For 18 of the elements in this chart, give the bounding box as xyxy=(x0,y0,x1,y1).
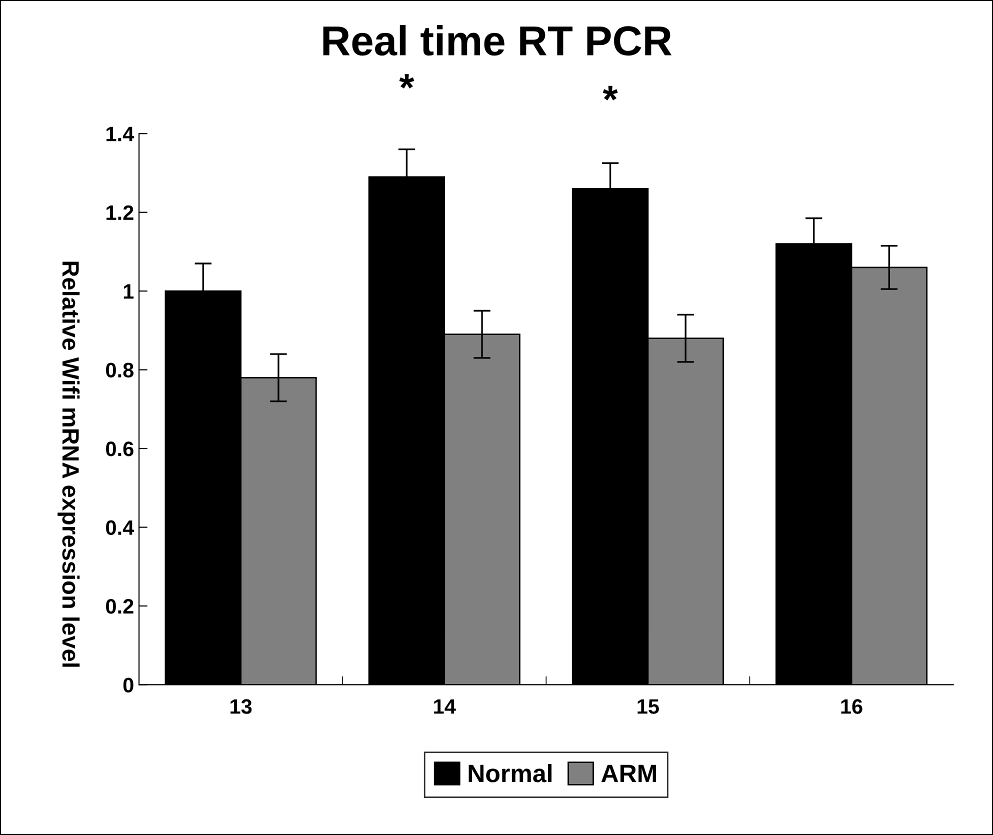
y-tick-label: 1 xyxy=(124,284,134,299)
x-tick-label: 16 xyxy=(841,699,862,714)
annotation: * xyxy=(399,74,414,89)
y-tick-label: 0.4 xyxy=(106,520,134,535)
y-tick-label: 0.2 xyxy=(106,598,134,614)
x-tick-label: 15 xyxy=(638,699,659,714)
x-tick-label: 13 xyxy=(230,699,252,714)
legend-label: ARM xyxy=(601,764,656,782)
y-tick-label: 0 xyxy=(123,678,134,692)
y-tick-label: 1.4 xyxy=(106,126,134,142)
y-tick-label: 0.8 xyxy=(106,362,134,378)
y-axis-title: Relative Wifi mRNA expression level xyxy=(58,262,80,667)
y-tick-label: 1.2 xyxy=(106,205,134,220)
legend-label: Normal xyxy=(468,764,552,782)
y-tick-label: 0.6 xyxy=(106,442,134,456)
annotation: * xyxy=(602,86,618,100)
chart-title: Real time RT PCR xyxy=(323,25,672,56)
x-tick-label: 14 xyxy=(434,699,456,714)
